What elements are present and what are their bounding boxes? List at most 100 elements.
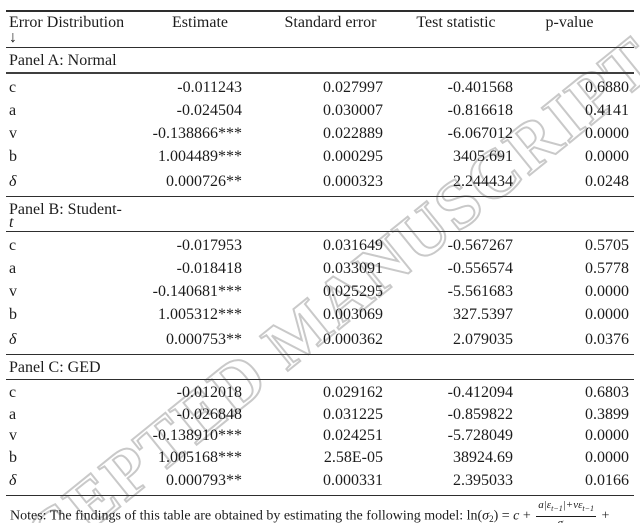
std-error-value: 0.029162 xyxy=(323,384,383,401)
param-label: v xyxy=(9,427,17,444)
param-label: δ xyxy=(9,472,17,489)
test-stat-value: -0.859822 xyxy=(447,405,513,423)
panel-b-rows: c -0.017953 0.031649 -0.567267 0.5705 a … xyxy=(6,232,634,355)
param-label: v xyxy=(9,125,17,142)
table-row: δ 0.000793** 0.000331 2.395033 0.0166 xyxy=(6,468,634,492)
std-error-value: 0.024251 xyxy=(323,427,383,444)
num-sub: t−1 xyxy=(582,503,595,513)
param-label: a xyxy=(9,405,17,423)
param-label: δ xyxy=(9,173,17,190)
panel-a-title: Panel A: Normal xyxy=(6,48,634,74)
panel-title-line2: t xyxy=(9,214,14,231)
p-value: 0.5778 xyxy=(585,260,629,277)
estimate-value: -0.138910*** xyxy=(152,427,242,444)
param-label: v xyxy=(9,283,17,300)
test-stat-value: -0.567267 xyxy=(447,237,513,254)
table-row: c -0.017953 0.031649 -0.567267 0.5705 xyxy=(6,234,634,257)
p-value: 0.0000 xyxy=(585,427,629,444)
std-error-value: 0.003069 xyxy=(323,306,383,323)
test-stat-value: -0.556574 xyxy=(447,260,513,277)
fraction-numerator: a|εt−1|+vεt−1 xyxy=(536,498,597,517)
param-label: a xyxy=(9,102,17,119)
estimate-value: -0.011243 xyxy=(177,79,242,96)
p-value: 0.5705 xyxy=(585,237,629,254)
estimate-value: 1.005168*** xyxy=(158,448,242,466)
p-value: 0.0000 xyxy=(585,125,629,142)
std-error-value: 0.033091 xyxy=(323,260,383,277)
test-stat-value: -6.067012 xyxy=(447,125,513,142)
estimate-value: 0.000793** xyxy=(166,472,242,489)
std-error-value: 0.025295 xyxy=(323,283,383,300)
num-sub: t−1 xyxy=(551,503,563,513)
param-label: a xyxy=(9,260,17,277)
test-stat-value: -0.412094 xyxy=(447,384,513,401)
estimate-value: 1.004489*** xyxy=(158,148,242,165)
table-notes: Notes: The findings of this table are ob… xyxy=(6,499,634,523)
std-error-value: 0.031225 xyxy=(323,405,383,423)
p-value: 0.0000 xyxy=(585,306,629,323)
estimate-value: 1.005312*** xyxy=(158,306,242,323)
param-label: b xyxy=(9,306,17,323)
table-row: a -0.024504 0.030007 -0.816618 0.4141 xyxy=(6,99,634,122)
fraction-denominator: σt−1 xyxy=(536,517,596,523)
table-row: a -0.018418 0.033091 -0.556574 0.5778 xyxy=(6,257,634,280)
p-value: 0.0376 xyxy=(585,331,629,348)
param-label: c xyxy=(9,79,17,96)
p-value: 0.0166 xyxy=(585,472,629,489)
panel-b-title: Panel B: Student- t xyxy=(6,197,634,232)
test-stat-value: 2.244434 xyxy=(453,173,513,190)
panel-a-rows: c -0.011243 0.027997 -0.401568 0.6880 a … xyxy=(6,74,634,197)
param-label: δ xyxy=(9,331,17,348)
std-error-value: 0.000362 xyxy=(323,331,383,348)
estimate-value: -0.138866*** xyxy=(152,125,242,142)
table-row: b 1.005312*** 0.003069 327.5397 0.0000 xyxy=(6,303,634,326)
param-label: b xyxy=(9,448,17,466)
param-label: c xyxy=(9,384,17,401)
test-stat-value: -0.401568 xyxy=(447,79,513,96)
estimate-value: 0.000726** xyxy=(166,173,242,190)
panel-c-title: Panel C: GED xyxy=(6,355,634,380)
num-part: |+vε xyxy=(562,498,583,511)
std-error-value: 0.000323 xyxy=(323,173,383,190)
table-row: b 1.005168*** 2.58E-05 38924.69 0.0000 xyxy=(6,447,634,469)
test-stat-value: -5.728049 xyxy=(447,427,513,444)
den-part: σ xyxy=(557,516,564,523)
estimate-value: -0.018418 xyxy=(176,260,242,277)
num-part: a|ε xyxy=(538,498,552,511)
estimate-value: -0.140681*** xyxy=(152,283,242,300)
table-header-row: Error Distribution ↓ Estimate Standard e… xyxy=(6,10,634,48)
p-value: 0.6803 xyxy=(585,384,629,401)
test-stat-value: 2.079035 xyxy=(453,331,513,348)
eq-plus: + xyxy=(519,507,535,523)
table-row: v -0.138866*** 0.022889 -6.067012 0.0000 xyxy=(6,122,634,145)
p-value: 0.0000 xyxy=(585,448,629,466)
table-row: c -0.011243 0.027997 -0.401568 0.6880 xyxy=(6,76,634,99)
p-value: 0.0000 xyxy=(585,283,629,300)
eq-trailing-plus: + xyxy=(598,507,610,523)
p-value: 0.0000 xyxy=(585,148,629,165)
panel-title-text: Panel A: Normal xyxy=(9,52,117,69)
results-table: Error Distribution ↓ Estimate Standard e… xyxy=(6,10,634,523)
p-value: 0.3899 xyxy=(585,405,629,423)
eq-fraction: a|εt−1|+vεt−1σt−1 xyxy=(536,498,597,523)
table-row: c -0.012018 0.029162 -0.412094 0.6803 xyxy=(6,382,634,404)
column-header-test-statistic: Test statistic xyxy=(416,14,496,31)
notes-prefix: Notes: The findings of this table are ob… xyxy=(10,507,467,523)
column-header-estimate: Estimate xyxy=(172,14,228,31)
table-row: δ 0.000726** 0.000323 2.244434 0.0248 xyxy=(6,168,634,193)
p-value: 0.4141 xyxy=(585,102,629,119)
test-stat-value: 3405.691 xyxy=(453,148,513,165)
eq-c: c xyxy=(513,507,520,523)
test-stat-value: 327.5397 xyxy=(453,306,513,323)
std-error-value: 0.022889 xyxy=(323,125,383,142)
estimate-value: 0.000753** xyxy=(166,331,242,348)
table-row: a -0.026848 0.031225 -0.859822 0.3899 xyxy=(6,404,634,426)
eq-equals: ) = xyxy=(493,507,514,523)
std-error-value: 0.031649 xyxy=(323,237,383,254)
test-stat-value: 2.395033 xyxy=(453,472,513,489)
test-stat-value: 38924.69 xyxy=(453,448,513,466)
std-error-value: 0.000331 xyxy=(323,472,383,489)
table-row: v -0.140681*** 0.025295 -5.561683 0.0000 xyxy=(6,280,634,303)
param-label: c xyxy=(9,237,17,254)
